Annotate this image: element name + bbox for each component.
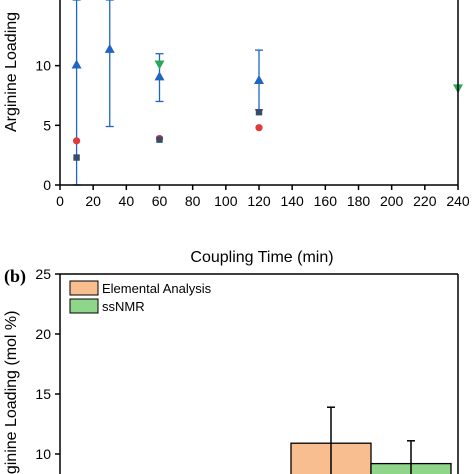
y-tick-label: 0 [43, 177, 51, 193]
data-point-circle [255, 124, 263, 132]
x-tick-label: 220 [413, 193, 437, 209]
data-point-triangle-down [154, 60, 165, 70]
data-point-square [73, 154, 80, 161]
x-tick-label: 20 [85, 193, 101, 209]
x-tick-label: 60 [152, 193, 168, 209]
data-point-square [156, 136, 163, 143]
y-tick-label: 10 [35, 446, 51, 462]
y-tick-label: 5 [43, 117, 51, 133]
y-axis-title: Arginine Loading [3, 12, 20, 132]
data-point-triangle-up [254, 74, 264, 84]
y-tick-label: 25 [35, 266, 51, 282]
x-tick-label: 0 [56, 193, 64, 209]
y-axis-title: rginine Loading (mol %) [3, 311, 20, 474]
legend-swatch-ssnmr [69, 298, 99, 314]
legend: Elemental Analysis ssNMR [69, 280, 212, 314]
legend-label-ssnmr: ssNMR [102, 299, 145, 314]
x-tick-label: 200 [380, 193, 404, 209]
scatter-panel: 0 5 10 0 20 40 60 80 100 120 140 160 180 200 220 240 C… [3, 0, 470, 266]
legend-swatch-elemental [69, 280, 99, 296]
y-tick-label: 10 [35, 58, 51, 74]
x-tick-label: 180 [347, 193, 371, 209]
x-tick-label: 120 [247, 193, 271, 209]
x-tick-label: 240 [446, 193, 470, 209]
bar-panel: (b) 25 20 15 10 rginine Loading (mol %) Ele… [3, 266, 459, 474]
x-tick-label: 80 [185, 193, 201, 209]
panel-label-b: (b) [4, 266, 26, 287]
data-point-triangle-up [154, 71, 165, 81]
data-point-square [255, 108, 263, 116]
x-tick-label: 100 [214, 193, 238, 209]
x-axis-title: Coupling Time (min) [190, 249, 333, 266]
y-tick-label: 20 [35, 326, 51, 342]
x-tick-label: 160 [314, 193, 338, 209]
data-point-triangle-up [71, 59, 82, 69]
x-tick-label: 140 [280, 193, 304, 209]
data-point-circle [72, 137, 81, 145]
x-tick-label: 40 [119, 193, 135, 209]
y-tick-label: 15 [35, 386, 51, 402]
legend-label-elemental: Elemental Analysis [102, 281, 212, 296]
data-point-triangle-up [104, 43, 115, 53]
